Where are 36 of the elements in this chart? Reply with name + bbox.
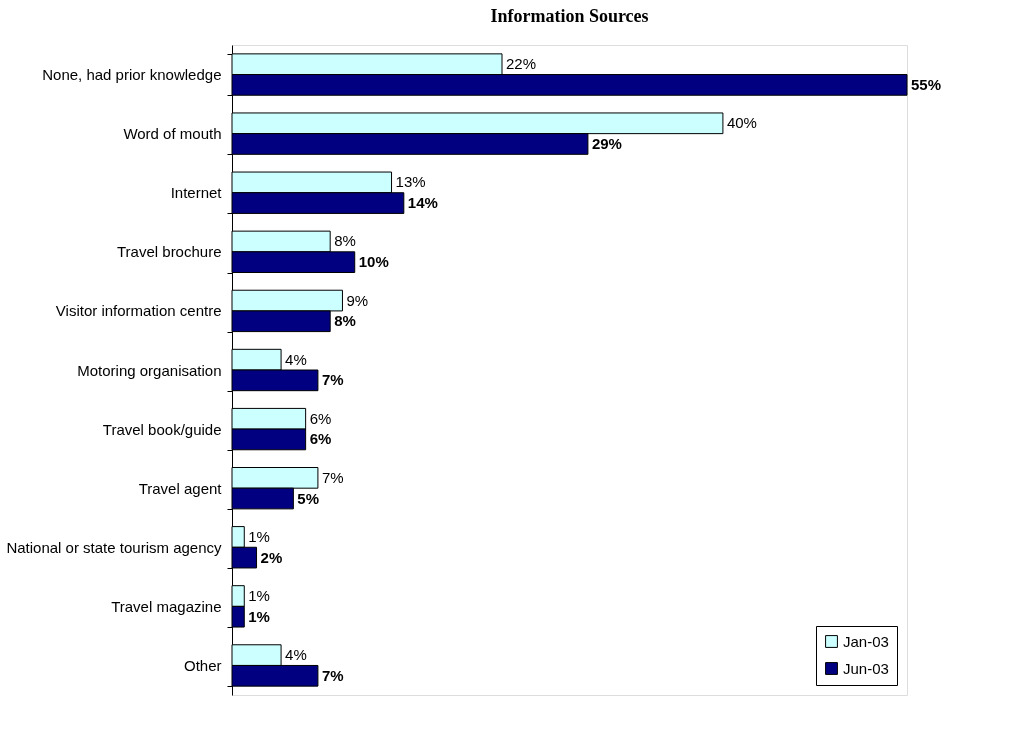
data-label: 1%: [248, 607, 270, 625]
y-tick-label: Internet: [170, 184, 223, 202]
data-label: 1%: [248, 587, 270, 605]
data-label: 7%: [321, 371, 344, 389]
y-tick-label: Word of mouth: [123, 125, 222, 143]
y-tick-label: Other: [183, 656, 222, 674]
data-label: 4%: [285, 350, 307, 368]
y-tick-label: National or state tourism agency: [6, 538, 222, 556]
data-label: 4%: [285, 646, 307, 664]
chart-title: Information Sources: [490, 6, 649, 26]
data-label: 1%: [248, 527, 270, 545]
data-label: 6%: [309, 430, 332, 448]
legend-label: Jan-03: [843, 632, 889, 650]
data-label: 10%: [358, 253, 389, 271]
y-tick-label: Travel agent: [138, 479, 223, 497]
y-tick-label: Motoring organisation: [77, 361, 222, 379]
y-tick-label: Travel magazine: [111, 597, 222, 615]
y-tick-label: None, had prior knowledge: [42, 66, 222, 84]
data-label: 8%: [334, 312, 356, 330]
data-label: 29%: [591, 134, 622, 152]
data-label: 9%: [346, 291, 369, 309]
data-label: 55%: [911, 75, 942, 93]
data-label: 7%: [321, 468, 344, 486]
data-label: 13%: [395, 173, 426, 191]
data-label: 6%: [309, 409, 332, 427]
data-label: 7%: [321, 666, 344, 684]
data-label: 14%: [407, 194, 438, 212]
y-tick-label: Travel book/guide: [102, 420, 222, 438]
y-tick-label: Travel brochure: [117, 243, 222, 261]
data-label: 5%: [297, 489, 320, 507]
data-label: 8%: [334, 232, 356, 250]
data-label: 22%: [506, 55, 537, 73]
legend-label: Jun-03: [843, 659, 889, 677]
data-label: 40%: [726, 114, 757, 132]
data-label: 2%: [260, 548, 283, 566]
y-tick-label: Visitor information centre: [55, 302, 222, 320]
